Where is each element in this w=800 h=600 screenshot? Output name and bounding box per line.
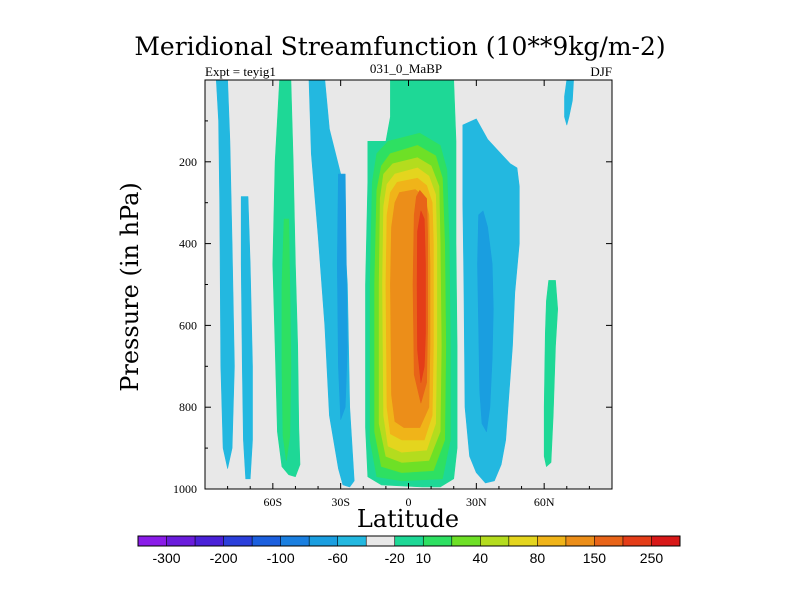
colorbar-swatch [651, 536, 681, 546]
y-axis-label: Pressure (in hPa) [116, 182, 144, 392]
experiment-label: Expt = teyig1 [205, 64, 276, 79]
colorbar-label: 250 [640, 550, 664, 566]
y-tick-label: 200 [179, 155, 197, 169]
colorbar-swatch [280, 536, 310, 546]
colorbar-swatch [195, 536, 224, 546]
colorbar-label: -60 [328, 550, 348, 566]
colorbar-label: 150 [583, 550, 607, 566]
x-tick-label: 30N [466, 495, 487, 509]
colorbar-swatch [451, 536, 481, 546]
colorbar-swatch [337, 536, 367, 546]
colorbar-swatch [537, 536, 567, 546]
colorbar: -300 -200 -100 -60 -20 10 40 80 150 250 [137, 535, 681, 566]
chart-title: Meridional Streamfunction (10**9kg/m-2) [134, 32, 665, 61]
colorbar-label: 10 [415, 550, 431, 566]
colorbar-label: -100 [267, 550, 295, 566]
x-tick-label: 60N [534, 495, 555, 509]
colorbar-label: -200 [210, 550, 238, 566]
y-tick-label: 1000 [173, 482, 197, 496]
cell-sh-ferrel-pos-inner [281, 218, 292, 461]
x-axis-label: Latitude [357, 505, 459, 533]
cell-nh-polar-pos [543, 280, 559, 467]
colorbar-swatch [565, 536, 595, 546]
axis-ticks: 60S 30S 0 30N 60N 200 400 600 800 1000 [173, 80, 612, 509]
cell-nh-top-neg [564, 80, 574, 126]
contour-fill-layer [216, 80, 574, 488]
cell-sh-subtrop-neg-inner [336, 173, 348, 420]
cell-hadley-300 [416, 210, 426, 384]
colorbar-swatch [138, 536, 167, 546]
colorbar-swatch [166, 536, 196, 546]
colorbar-swatch [252, 536, 282, 546]
plot-frame [204, 79, 613, 490]
y-tick-label: 800 [179, 400, 197, 414]
colorbar-swatch [508, 536, 538, 546]
x-tick-label: 30S [331, 495, 350, 509]
colorbar-swatch [622, 536, 652, 546]
colorbar-label: 40 [473, 550, 489, 566]
colorbar-swatch [423, 536, 453, 546]
x-tick-label: 60S [263, 495, 282, 509]
time-period-label: 031_0_MaBP [370, 61, 442, 76]
colorbar-frame [137, 535, 681, 547]
colorbar-swatch [366, 536, 396, 546]
colorbar-swatch [594, 536, 624, 546]
season-label: DJF [590, 64, 612, 79]
colorbar-label: -20 [385, 550, 405, 566]
x-tick-label: 0 [406, 495, 412, 509]
cell-nh-subtrop-neg-inner [477, 210, 494, 433]
y-tick-label: 600 [179, 318, 197, 332]
y-tick-label: 400 [179, 237, 197, 251]
colorbar-label: -300 [153, 550, 181, 566]
colorbar-swatch [394, 536, 424, 546]
colorbar-swatch [309, 536, 339, 546]
cell-sh-60s-neg [240, 196, 253, 480]
colorbar-swatch [223, 536, 253, 546]
colorbar-swatch [480, 536, 510, 546]
colorbar-label: 80 [530, 550, 546, 566]
cell-sh-polar-neg [216, 80, 235, 469]
